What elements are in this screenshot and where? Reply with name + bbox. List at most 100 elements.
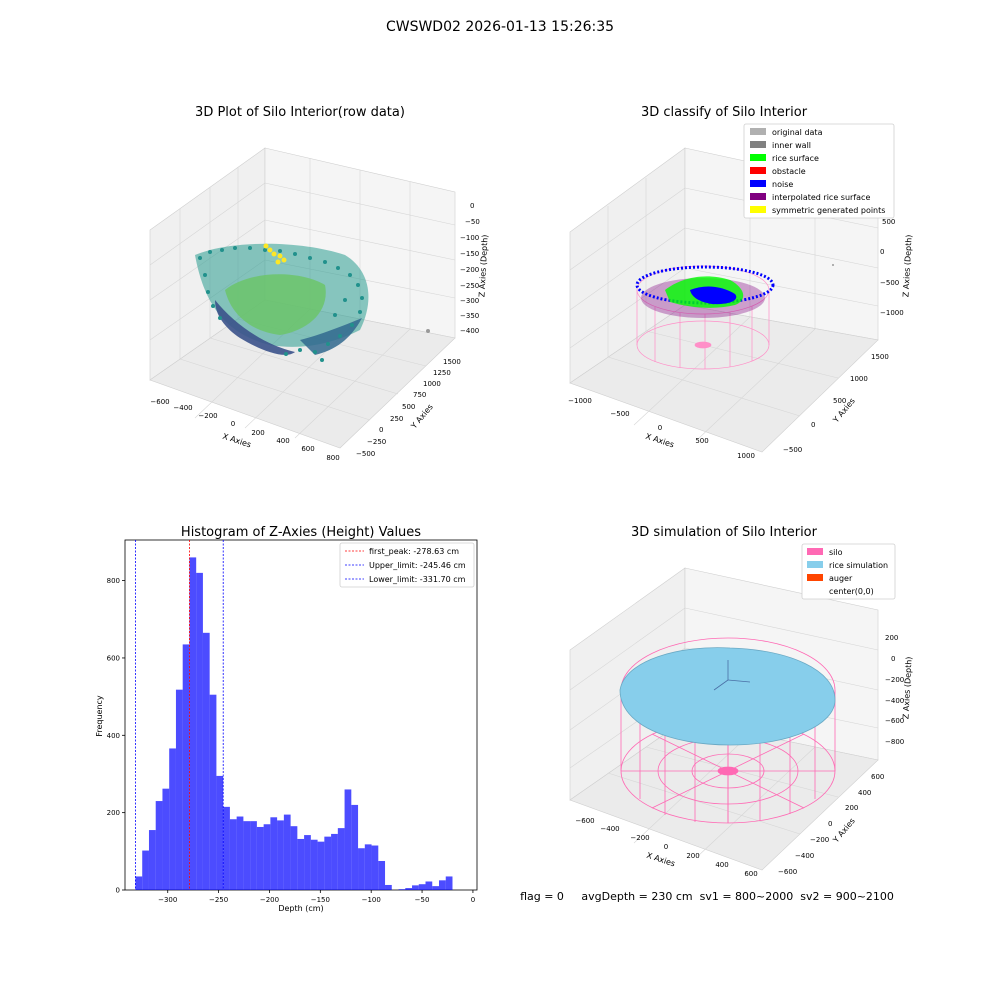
- simulation-3d-x-tick: −600: [575, 817, 594, 825]
- status-line: flag = 0 avgDepth = 230 cm sv1 = 800~200…: [520, 890, 894, 903]
- simulation-3d-z-ticks: 200 0 −200 −400 −600 −800: [885, 634, 904, 746]
- histogram-x-label: Depth (cm): [278, 904, 323, 913]
- histogram-y-tick-label: 400: [107, 732, 120, 740]
- histogram-bar: [385, 884, 392, 890]
- histogram-x-tick-label: 0: [471, 896, 475, 904]
- simulation-3d-x-tick: 0: [664, 843, 668, 851]
- raw-3d-x-tick: −200: [198, 412, 217, 420]
- raw-3d-x-tick: 200: [251, 429, 264, 437]
- raw-3d-z-ticks: 0 −50 −100 −150 −200 −250 −300 −350 −400: [460, 202, 480, 335]
- legend-label-noise: noise: [772, 180, 793, 189]
- legend-label-inner-wall: inner wall: [772, 141, 811, 150]
- histogram-bar: [432, 886, 439, 890]
- histogram-y-tick-label: 800: [107, 577, 120, 585]
- histogram-bar: [236, 816, 244, 890]
- classify-3d-z-ticks: 500 0 −500 −1000: [880, 218, 904, 317]
- histogram-bar: [412, 885, 419, 890]
- legend-label-original-data: original data: [772, 128, 823, 137]
- classify-3d-y-ticks: −500 0 500 1000 1500: [783, 353, 889, 454]
- simulation-3d-z-tick: −400: [885, 697, 904, 705]
- legend-label-auger: auger: [829, 574, 853, 583]
- legend-swatch-silo: [807, 548, 823, 555]
- raw-3d-x-ticks: −600 −400 −200 0 200 400 600 800: [150, 398, 339, 462]
- legend-label-silo: silo: [829, 548, 843, 557]
- histogram-y-tick-label: 0: [116, 887, 120, 895]
- raw-3d-z-tick: −100: [460, 234, 479, 242]
- histogram-bar: [290, 826, 298, 890]
- legend-label-rice-simulation: rice simulation: [829, 561, 888, 570]
- raw-3d-x-tick: 400: [276, 437, 289, 445]
- raw-3d-dots: [198, 246, 430, 362]
- histogram-bar: [243, 821, 251, 890]
- simulation-3d-rice-surface: [619, 647, 836, 746]
- classify-3d-x-label: X Axies: [644, 432, 675, 450]
- legend-label-center: center(0,0): [829, 587, 874, 596]
- histogram-bar: [418, 884, 426, 890]
- histogram-bar: [378, 860, 386, 890]
- raw-3d-yellow-points: [263, 243, 287, 265]
- histogram-x-tick-label: −250: [209, 896, 228, 904]
- classify-3d-x-tick: −1000: [568, 397, 592, 405]
- legend-swatch-original-data: [750, 128, 766, 135]
- histogram-bar: [337, 828, 345, 890]
- histogram-y-tick-label: 200: [107, 809, 120, 817]
- raw-3d-y-tick: 1250: [433, 369, 451, 377]
- raw-3d-y-ticks: −500 −250 0 250 500 750 1000 1250 1500: [356, 358, 461, 458]
- raw-3d-z-tick: −200: [460, 266, 479, 274]
- histogram-x-ticks: −300 −250 −200 −150 −100 −50 0: [158, 890, 475, 904]
- classify-3d-legend-frame: [743, 123, 895, 219]
- raw-3d-x-tick: 600: [301, 445, 314, 453]
- raw-3d-surface-center: [225, 274, 326, 335]
- histogram-bar: [182, 644, 190, 890]
- histogram-legend-frame: [339, 542, 475, 588]
- histogram-bar: [223, 806, 230, 890]
- classify-3d-x-tick: 500: [695, 437, 708, 445]
- legend-swatch-obstacle: [750, 167, 766, 174]
- histogram-bar: [169, 748, 176, 890]
- classify-3d-noise-cluster: [690, 286, 737, 305]
- histogram-bar: [324, 836, 332, 890]
- raw-3d-x-tick: 800: [326, 454, 339, 462]
- raw-3d-z-tick: −150: [460, 250, 479, 258]
- histogram-bar: [344, 789, 352, 890]
- simulation-3d-y-ticks: −600 −400 −200 0 200 400 600: [778, 773, 884, 876]
- simulation-3d-x-tick: −400: [600, 825, 619, 833]
- panel-simulation-3d: 3D simulation of Silo Interior: [520, 525, 914, 903]
- simulation-3d-x-tick: −200: [630, 834, 649, 842]
- raw-3d-z-label: Z Axies (Depth): [477, 234, 489, 297]
- raw-3d-z-tick: −350: [460, 312, 479, 320]
- histogram-bar: [148, 830, 156, 890]
- raw-3d-x-tick: 0: [231, 420, 235, 428]
- simulation-3d-x-tick: 600: [744, 870, 757, 878]
- classify-3d-points: [635, 264, 834, 318]
- histogram-vlines: [135, 540, 224, 890]
- histogram-y-ticks: 0 200 400 600 800: [107, 577, 125, 895]
- raw-3d-x-tick: −600: [150, 398, 169, 406]
- histogram-bar: [317, 841, 325, 890]
- raw-3d-y-tick: 250: [390, 415, 403, 423]
- histogram-bar: [263, 824, 271, 890]
- classify-3d-x-tick: 0: [658, 424, 662, 432]
- raw-3d-surface-lower: [300, 318, 362, 355]
- classify-3d-x-tick: −500: [610, 410, 629, 418]
- legend-swatch-rice-simulation: [807, 561, 823, 568]
- histogram-bar: [425, 881, 433, 890]
- raw-3d-point-cloud: [195, 243, 430, 362]
- histogram-x-tick-label: −300: [158, 896, 177, 904]
- histogram-bars: [135, 557, 453, 890]
- histogram-bar: [135, 876, 143, 890]
- panel-histogram: Histogram of Z-Axies (Height) Values −30…: [95, 525, 478, 913]
- raw-3d-z-tick: 0: [470, 202, 474, 210]
- raw-3d-surface-dark: [215, 300, 295, 355]
- legend-swatch-auger: [807, 574, 823, 581]
- raw-3d-y-tick: −250: [367, 438, 386, 446]
- classify-3d-y-tick: 1500: [871, 353, 889, 361]
- legend-label-first-peak: first_peak: -278.63 cm: [369, 547, 459, 556]
- simulation-3d-z-tick: −800: [885, 738, 904, 746]
- histogram-bar: [162, 788, 170, 890]
- classify-3d-x-ticks: −1000 −500 0 500 1000: [568, 397, 755, 460]
- classify-3d-z-tick: −500: [880, 279, 899, 287]
- simulation-3d-z-tick: −600: [885, 717, 904, 725]
- raw-3d-y-tick: 1000: [423, 380, 441, 388]
- histogram-bar: [229, 819, 237, 890]
